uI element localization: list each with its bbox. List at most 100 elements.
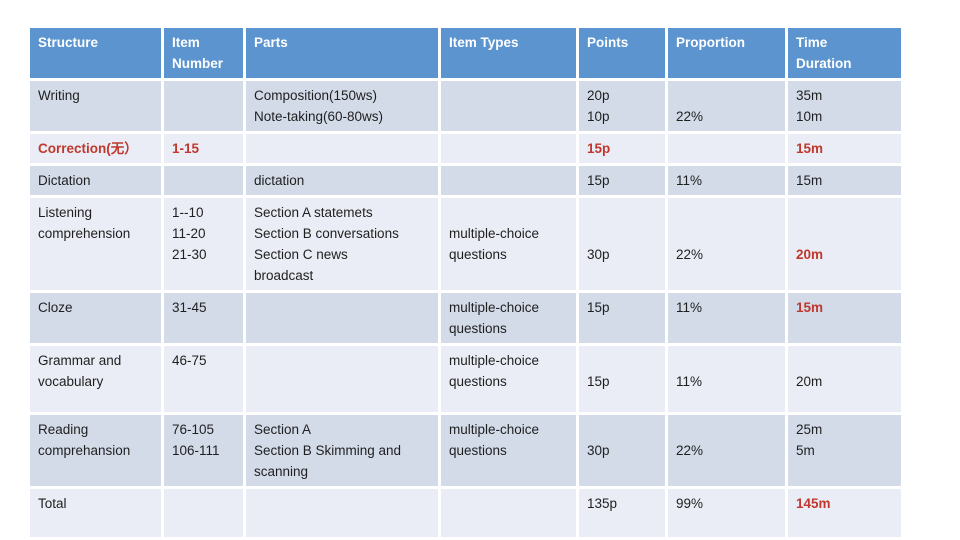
cell-line: Correction(无） bbox=[38, 141, 138, 156]
cell-line: 15m bbox=[796, 141, 824, 156]
cell-structure: Total bbox=[30, 489, 161, 537]
cell-line: 46-75 bbox=[172, 353, 207, 368]
cell-line: 22% bbox=[676, 247, 704, 262]
cell-line: vocabulary bbox=[38, 374, 104, 389]
header-cell-structure: Structure bbox=[30, 28, 161, 78]
cell-line: questions bbox=[449, 443, 507, 458]
cell-item_types: multiple-choice questions bbox=[441, 346, 576, 412]
cell-line: Section A statemets bbox=[254, 205, 373, 220]
cell-proportion: 11% bbox=[668, 293, 785, 343]
cell-line: Dictation bbox=[38, 173, 91, 188]
cell-line: 25m bbox=[796, 422, 823, 437]
cell-line: 135p bbox=[587, 496, 618, 511]
cell-line: 15m bbox=[796, 173, 823, 188]
cell-item_types bbox=[441, 81, 576, 131]
table-row: Writing Composition(150ws) Note-taking(60-… bbox=[30, 81, 901, 131]
table-row: Total 135p 99% 145m bbox=[30, 489, 901, 537]
cell-points: 15p bbox=[579, 346, 665, 412]
cell-line: Points bbox=[587, 35, 629, 50]
cell-line: Section A bbox=[254, 422, 312, 437]
cell-item_types bbox=[441, 166, 576, 195]
cell-item_number: 31-45 bbox=[164, 293, 243, 343]
cell-line bbox=[796, 350, 893, 371]
cell-line: Number bbox=[172, 56, 224, 71]
cell-line: Grammar and bbox=[38, 353, 122, 368]
cell-time_duration: 20m bbox=[788, 346, 901, 412]
cell-line bbox=[676, 223, 777, 244]
cell-line: 99% bbox=[676, 496, 704, 511]
cell-line: broadcast bbox=[254, 268, 314, 283]
cell-line bbox=[449, 202, 568, 223]
cell-line bbox=[676, 202, 777, 223]
cell-line: comprehansion bbox=[38, 443, 131, 458]
cell-item_number: 1--10 11-20 21-30 bbox=[164, 198, 243, 290]
cell-parts bbox=[246, 489, 438, 537]
cell-proportion: 22% bbox=[668, 81, 785, 131]
cell-time_duration: 15m bbox=[788, 134, 901, 163]
cell-structure: Reading comprehansion bbox=[30, 415, 161, 486]
cell-line: 20m bbox=[796, 374, 823, 389]
cell-line: Total bbox=[38, 496, 67, 511]
header-cell-item_number: Item Number bbox=[164, 28, 243, 78]
cell-line: 145m bbox=[796, 496, 831, 511]
cell-parts: Section A Section B Skimming and scanning bbox=[246, 415, 438, 486]
header-cell-points: Points bbox=[579, 28, 665, 78]
table-row: Dictation dictation 15p 11% 15m bbox=[30, 166, 901, 195]
cell-proportion: 22% bbox=[668, 198, 785, 290]
header-cell-item_types: Item Types bbox=[441, 28, 576, 78]
cell-line: 11-20 bbox=[172, 226, 206, 241]
cell-parts bbox=[246, 134, 438, 163]
cell-item_types: multiple-choice questions bbox=[441, 415, 576, 486]
cell-structure: Writing bbox=[30, 81, 161, 131]
cell-line: Section C news bbox=[254, 247, 348, 262]
cell-points: 30p bbox=[579, 415, 665, 486]
cell-line: 1--10 bbox=[172, 205, 204, 220]
cell-line: 10m bbox=[796, 109, 823, 124]
cell-line: dictation bbox=[254, 173, 305, 188]
cell-points: 30p bbox=[579, 198, 665, 290]
cell-line: Item Types bbox=[449, 35, 519, 50]
cell-points: 20p 10p bbox=[579, 81, 665, 131]
cell-line bbox=[587, 202, 657, 223]
cell-line: 31-45 bbox=[172, 300, 207, 315]
cell-line: 106-111 bbox=[172, 443, 220, 458]
cell-time_duration: 35m 10m bbox=[788, 81, 901, 131]
cell-structure: Dictation bbox=[30, 166, 161, 195]
cell-line: questions bbox=[449, 321, 507, 336]
cell-line: comprehension bbox=[38, 226, 131, 241]
cell-line: Reading bbox=[38, 422, 89, 437]
cell-line: Composition(150ws) bbox=[254, 88, 378, 103]
table-row: Correction(无） 1-15 15p 15m bbox=[30, 134, 901, 163]
cell-proportion bbox=[668, 134, 785, 163]
cell-line: Section B Skimming and bbox=[254, 443, 402, 458]
cell-line: Duration bbox=[796, 56, 852, 71]
cell-time_duration: 15m bbox=[788, 166, 901, 195]
cell-line: 30p bbox=[587, 443, 610, 458]
cell-line: 20m bbox=[796, 247, 824, 262]
table-body: Writing Composition(150ws) Note-taking(60-… bbox=[30, 81, 901, 537]
cell-line: multiple-choice bbox=[449, 226, 540, 241]
table-header-row: Structure Item Number Parts Item Types Points… bbox=[30, 28, 901, 78]
cell-line: 21-30 bbox=[172, 247, 207, 262]
cell-line bbox=[676, 350, 777, 371]
cell-parts bbox=[246, 293, 438, 343]
cell-line: 5m bbox=[796, 443, 815, 458]
cell-time_duration: 25m 5m bbox=[788, 415, 901, 486]
table-row: Grammar and vocabulary 46-75 multiple-choic… bbox=[30, 346, 901, 412]
cell-line: 11% bbox=[676, 374, 703, 389]
cell-line bbox=[676, 419, 777, 440]
cell-line: 15p bbox=[587, 141, 611, 156]
cell-points: 15p bbox=[579, 134, 665, 163]
table-row: Listening comprehension 1--10 11-20 21-30 Sec… bbox=[30, 198, 901, 290]
cell-line: questions bbox=[449, 247, 507, 262]
cell-line: Item bbox=[172, 35, 200, 50]
table-header: Structure Item Number Parts Item Types Points… bbox=[30, 28, 901, 78]
cell-proportion: 11% bbox=[668, 166, 785, 195]
cell-proportion: 99% bbox=[668, 489, 785, 537]
cell-item_types: multiple-choice questions bbox=[441, 293, 576, 343]
cell-structure: Correction(无） bbox=[30, 134, 161, 163]
cell-line: 20p bbox=[587, 88, 610, 103]
cell-item_number: 46-75 bbox=[164, 346, 243, 412]
cell-line: 1-15 bbox=[172, 141, 200, 156]
cell-line bbox=[796, 223, 893, 244]
